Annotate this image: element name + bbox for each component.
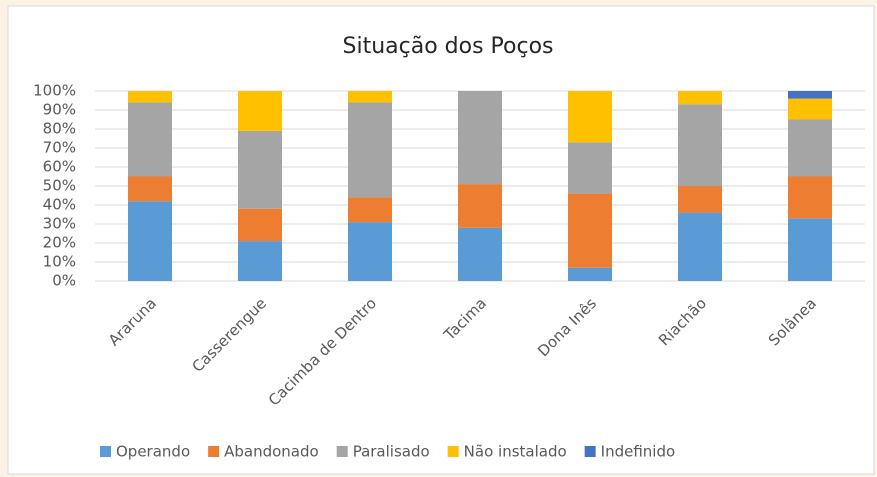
legend-swatch (208, 446, 220, 457)
bar-segment (678, 91, 722, 105)
bar-segment (128, 102, 172, 177)
y-tick-label: 40% (43, 196, 76, 214)
y-tick-label: 60% (43, 158, 76, 176)
legend-label: Indefinido (601, 443, 676, 461)
bar-segment (128, 201, 172, 281)
legend-swatch (336, 446, 348, 457)
bar-segment (568, 193, 612, 268)
legend-swatch (584, 446, 596, 457)
bar-segment (458, 184, 502, 228)
bar-segment (238, 241, 282, 281)
bar-segment (348, 91, 392, 103)
chart-title: Situação dos Poços (343, 34, 554, 59)
legend-label: Paralisado (353, 443, 430, 461)
y-tick-label: 100% (33, 82, 76, 100)
legend-swatch (100, 446, 111, 457)
bar-segment (788, 91, 832, 99)
y-tick-label: 50% (43, 177, 76, 195)
bar-segment (678, 186, 722, 213)
y-tick-label: 30% (43, 215, 76, 233)
bar-segment (678, 212, 722, 281)
y-tick-label: 0% (52, 272, 76, 290)
bar-segment (568, 91, 612, 143)
bar-segment (128, 176, 172, 202)
y-tick-label: 70% (43, 139, 76, 157)
bar-segment (568, 142, 612, 194)
bar-segment (238, 130, 282, 209)
bar-segment (568, 267, 612, 281)
bar-segment (348, 197, 392, 223)
y-tick-label: 80% (43, 120, 76, 138)
bar-segment (678, 104, 722, 186)
bar-segment (238, 208, 282, 242)
bar-segment (348, 222, 392, 281)
legend-label: Não instalado (464, 443, 567, 461)
bar-segment (788, 98, 832, 120)
bar-segment (458, 227, 502, 281)
legend-label: Abandonado (224, 443, 319, 461)
bar-segment (788, 176, 832, 219)
bar-segment (128, 91, 172, 103)
y-tick-label: 20% (43, 234, 76, 252)
bar-segment (788, 119, 832, 177)
bar-segment (458, 91, 502, 185)
bar-segment (348, 102, 392, 198)
y-tick-label: 10% (43, 253, 76, 271)
legend-label: Operando (116, 443, 190, 461)
y-tick-label: 90% (43, 101, 76, 119)
bar-segment (238, 91, 282, 131)
legend-swatch (447, 446, 459, 457)
bar-segment (788, 218, 832, 281)
